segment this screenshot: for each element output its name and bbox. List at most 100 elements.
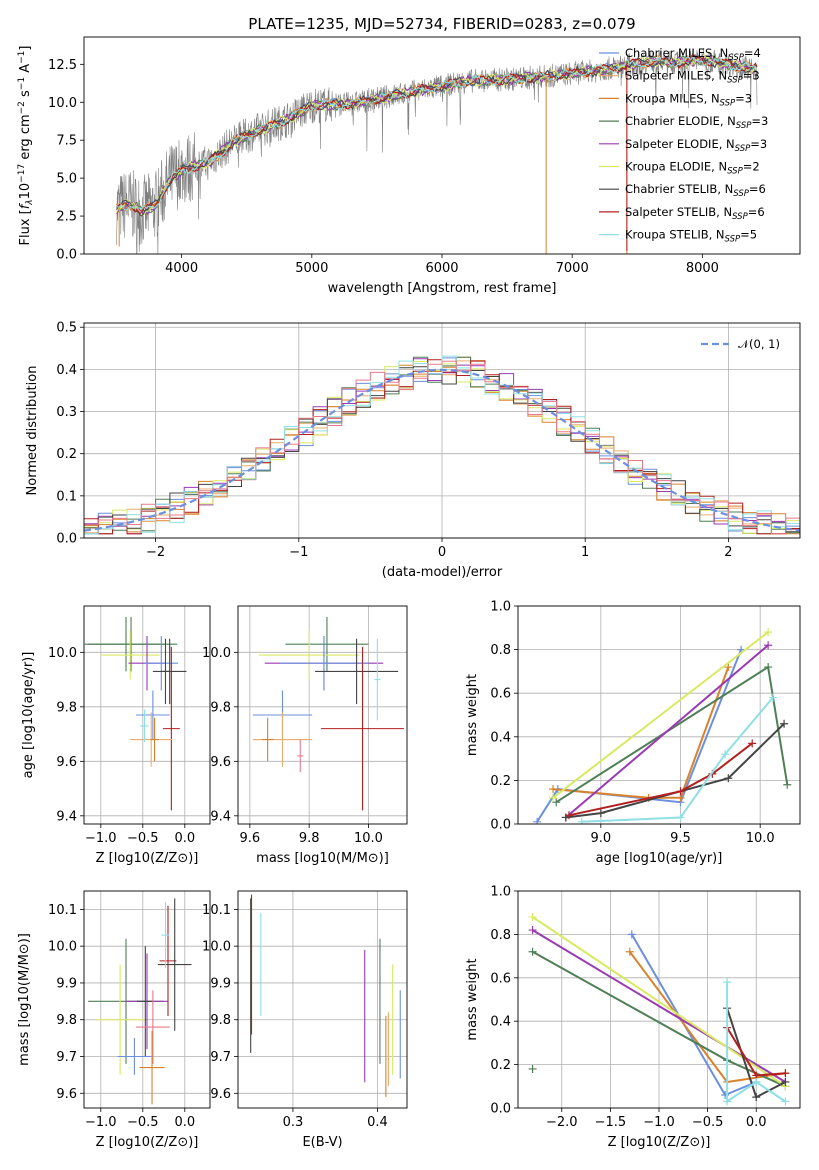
x-tick-label: −0.5 [127, 831, 159, 846]
legend-name: Kroupa STELIB, N [625, 228, 725, 242]
legend-name: Chabrier ELODIE, N [625, 114, 736, 128]
legend-n: =3 [751, 114, 768, 128]
axes-frame [237, 605, 408, 825]
y-tick-label: 0.5 [56, 321, 77, 336]
panel-spectrum: 4000 5000 6000 7000 8000 0.0 2.5 5.0 7.5 10.0 12.5… [17, 15, 801, 296]
legend-label: Kroupa STELIB, NSSP=5 [625, 228, 757, 245]
y-tick-label: 9.8 [210, 700, 231, 715]
legend-sub: SSP [725, 235, 741, 245]
x-tick-label: −1.0 [643, 1115, 675, 1130]
y-tick-label: 0.6 [490, 971, 511, 986]
series-line-7 [581, 696, 774, 823]
y-tick-label: 10.1 [202, 903, 231, 918]
x-axis-label: mass [log10(M/M⊙)] [256, 851, 389, 866]
y-tick-label: 10.0 [48, 646, 77, 661]
legend-name: Salpeter MILES, N [625, 69, 727, 83]
legend-name: Chabrier MILES, N [625, 46, 728, 60]
x-tick-label: 0.0 [174, 1115, 195, 1130]
y-tick-label: 10.1 [48, 903, 77, 918]
axes-frame [83, 605, 211, 825]
y-tick-label: 9.9 [210, 976, 231, 991]
x-tick-label: 0.4 [367, 1115, 388, 1130]
data-point [764, 641, 773, 650]
plot-area [528, 913, 790, 1106]
series-line-4 [552, 631, 769, 799]
ylabel-part: −17 [17, 164, 27, 183]
x-axis-label: age [log10(age/yr)] [596, 851, 723, 866]
data-point [764, 663, 773, 672]
panel-age_vs_mass: 9.6 9.8 10.0 9.4 9.6 9.8 10.0 mass [log10(M/M⊙)… [202, 605, 408, 866]
data-point [549, 785, 558, 794]
plot-area [88, 898, 192, 1105]
x-tick-label: −1.5 [595, 1115, 627, 1130]
panel-residuals: −2 −1 0 1 2 0.0 0.1 0.2 0.3 0.4 0.5 𝒩(0, 1) (data-mo… [25, 321, 801, 580]
legend-label: Kroupa ELODIE, NSSP=2 [625, 160, 760, 177]
x-tick-label: 9.0 [591, 831, 612, 846]
data-point [564, 811, 573, 820]
legend-name: Kroupa MILES, N [625, 91, 720, 105]
series-line-5 [565, 722, 785, 819]
ylabel-part: 10 [18, 183, 33, 200]
data-point [549, 793, 558, 802]
legend-label: Chabrier ELODIE, NSSP=3 [625, 114, 768, 131]
y-tick-label: 9.8 [56, 1013, 77, 1028]
y-axis-label: Normed distribution [25, 366, 40, 496]
histogram-series-8 [84, 355, 800, 535]
y-tick-label: 0.4 [490, 730, 511, 745]
data-point [768, 693, 777, 702]
y-tick-label: 9.6 [56, 755, 77, 770]
legend-n: =3 [750, 137, 767, 151]
y-axis-label: age [log10(age/yr)] [21, 652, 36, 779]
x-tick-label: 9.8 [299, 831, 320, 846]
y-tick-label: 0.0 [56, 248, 77, 263]
x-tick-label: −0.5 [692, 1115, 724, 1130]
y-tick-label: 9.8 [56, 700, 77, 715]
y-tick-label: 10.0 [202, 646, 231, 661]
y-axis-label: mass weight [465, 674, 480, 756]
legend-label: Salpeter STELIB, NSSP=6 [625, 205, 765, 222]
legend-sub: SSP [727, 167, 743, 177]
x-tick-label: 0 [438, 545, 446, 560]
legend-name: Kroupa ELODIE, N [625, 160, 727, 174]
x-tick-label: 6000 [425, 261, 458, 276]
ylabel-part: erg cm [18, 114, 33, 163]
ylabel-part: −2 [17, 101, 27, 114]
plot-area [84, 616, 187, 811]
x-tick-label: 4000 [165, 261, 198, 276]
legend-label: Chabrier STELIB, NSSP=6 [625, 182, 766, 199]
y-tick-label: 9.7 [56, 1050, 77, 1065]
legend-sub: SSP [728, 53, 744, 63]
x-axis-label: E(B-V) [302, 1135, 342, 1150]
chart-title: PLATE=1235, MJD=52734, FIBERID=0283, z=0… [248, 15, 635, 33]
series-line-7 [726, 982, 786, 1104]
panel-weight_vs_Z: −2.0 −1.5 −1.0 −0.5 0.0 0.0 0.2 0.4 0.6 0.8 1.0 Z [… [465, 885, 801, 1150]
y-axis-label: mass [log10(M/M⊙)] [17, 933, 32, 1066]
axes-frame [83, 322, 801, 539]
y-tick-label: 9.9 [56, 976, 77, 991]
y-tick-label: 7.5 [56, 134, 77, 149]
x-tick-label: −2 [146, 545, 165, 560]
legend-name: Salpeter ELODIE, N [625, 137, 735, 151]
data-point [724, 663, 733, 672]
data-point [676, 787, 685, 796]
legend-n: =2 [743, 160, 760, 174]
y-tick-label: 5.0 [56, 172, 77, 187]
x-tick-label: 8000 [686, 261, 719, 276]
y-tick-label: 0.4 [490, 1015, 511, 1030]
series-line-6 [568, 742, 753, 817]
ylabel-part: ] [18, 46, 33, 51]
x-tick-label: −1 [289, 545, 308, 560]
y-tick-label: 0.0 [490, 1102, 511, 1117]
legend-sub: SSP [736, 121, 752, 131]
data-point [528, 913, 537, 922]
y-tick-label: 0.0 [490, 818, 511, 833]
panel-weight_vs_age: 9.0 9.5 10.0 0.0 0.2 0.4 0.6 0.8 1.0 age [log10(a… [465, 600, 801, 866]
y-tick-label: 0.8 [490, 643, 511, 658]
plot-area [116, 47, 758, 254]
y-tick-label: 0.3 [56, 405, 77, 420]
data-point [552, 798, 561, 807]
axes-frame [517, 605, 801, 825]
x-tick-label: 9.5 [670, 831, 691, 846]
y-tick-label: 9.8 [210, 1013, 231, 1028]
